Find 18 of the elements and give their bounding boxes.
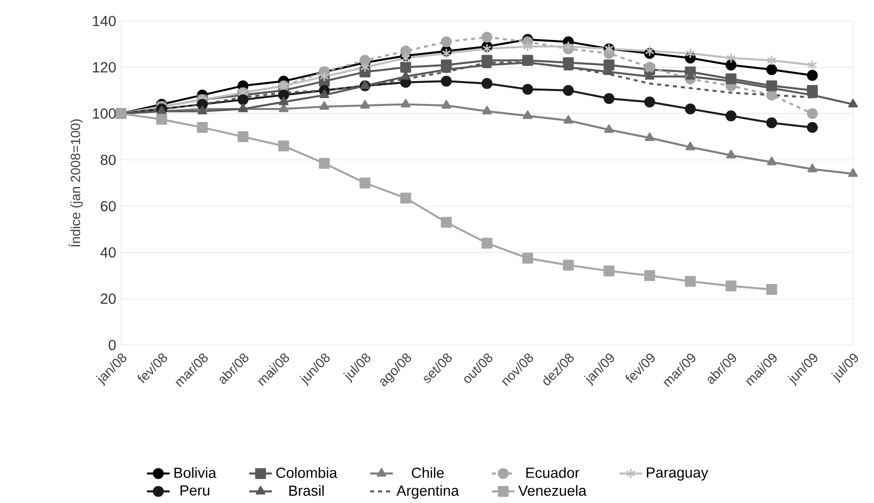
legend-label: Argentina	[396, 485, 460, 499]
legend-label: Peru	[180, 485, 210, 496]
legend-label: Bolivia	[174, 467, 216, 478]
y-axis-title: Índice (jan 2008=100)	[68, 119, 83, 247]
y-tick-label: 100	[93, 108, 116, 119]
y-tick-label: 60	[100, 200, 116, 212]
y-tick-label: 80	[100, 154, 116, 166]
y-tick-label: 140	[93, 16, 116, 26]
legend-label: Chile	[412, 467, 444, 478]
legend-label: Ecuador	[526, 467, 580, 478]
y-tick-label: 40	[100, 247, 116, 258]
y-tick-label: 120	[93, 62, 116, 72]
y-tick-label: 0	[108, 340, 116, 350]
legend-label: Colombia	[276, 467, 338, 478]
legend-label: Venezuela	[518, 485, 586, 496]
legend-label: Paraguay	[646, 468, 708, 481]
legend-label: Brasil	[289, 485, 324, 496]
y-tick-label: 20	[100, 294, 116, 304]
